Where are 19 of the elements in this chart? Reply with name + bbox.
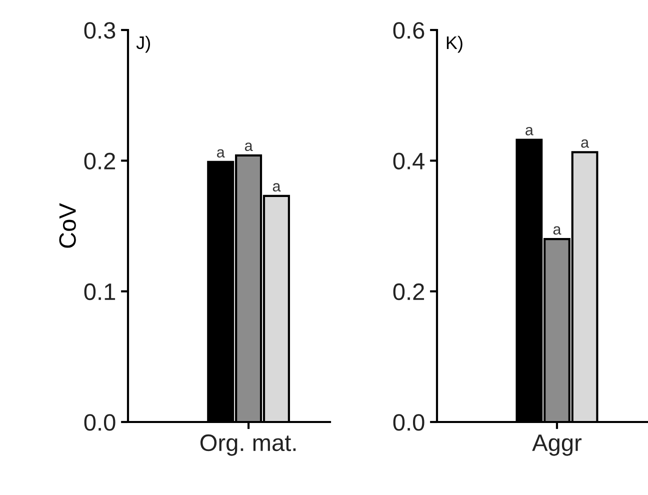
x-tick-label: Org. mat.	[200, 434, 296, 456]
data-label: a	[244, 142, 253, 152]
y-tick-label: 0.4	[393, 152, 425, 170]
y-tick-label: 0.1	[84, 283, 116, 300]
data-label: a	[581, 139, 590, 148]
y-tick-label: 0.0	[84, 414, 116, 431]
y-tick-label: 0.2	[393, 283, 424, 300]
data-label: a	[272, 183, 281, 192]
annotation: J)	[136, 36, 150, 53]
y-tick-label: 0.0	[393, 414, 424, 431]
data-label: a	[526, 126, 534, 136]
y-axis-title: CoV	[59, 203, 76, 248]
y-tick-label: 0.6	[393, 22, 424, 39]
data-label: a	[553, 226, 562, 235]
y-tick-label: 0.3	[84, 22, 116, 39]
data-label: a	[217, 149, 225, 158]
annotation: K)	[446, 36, 462, 53]
x-tick-label: Aggr	[532, 434, 582, 456]
y-tick-label: 0.2	[84, 152, 116, 170]
